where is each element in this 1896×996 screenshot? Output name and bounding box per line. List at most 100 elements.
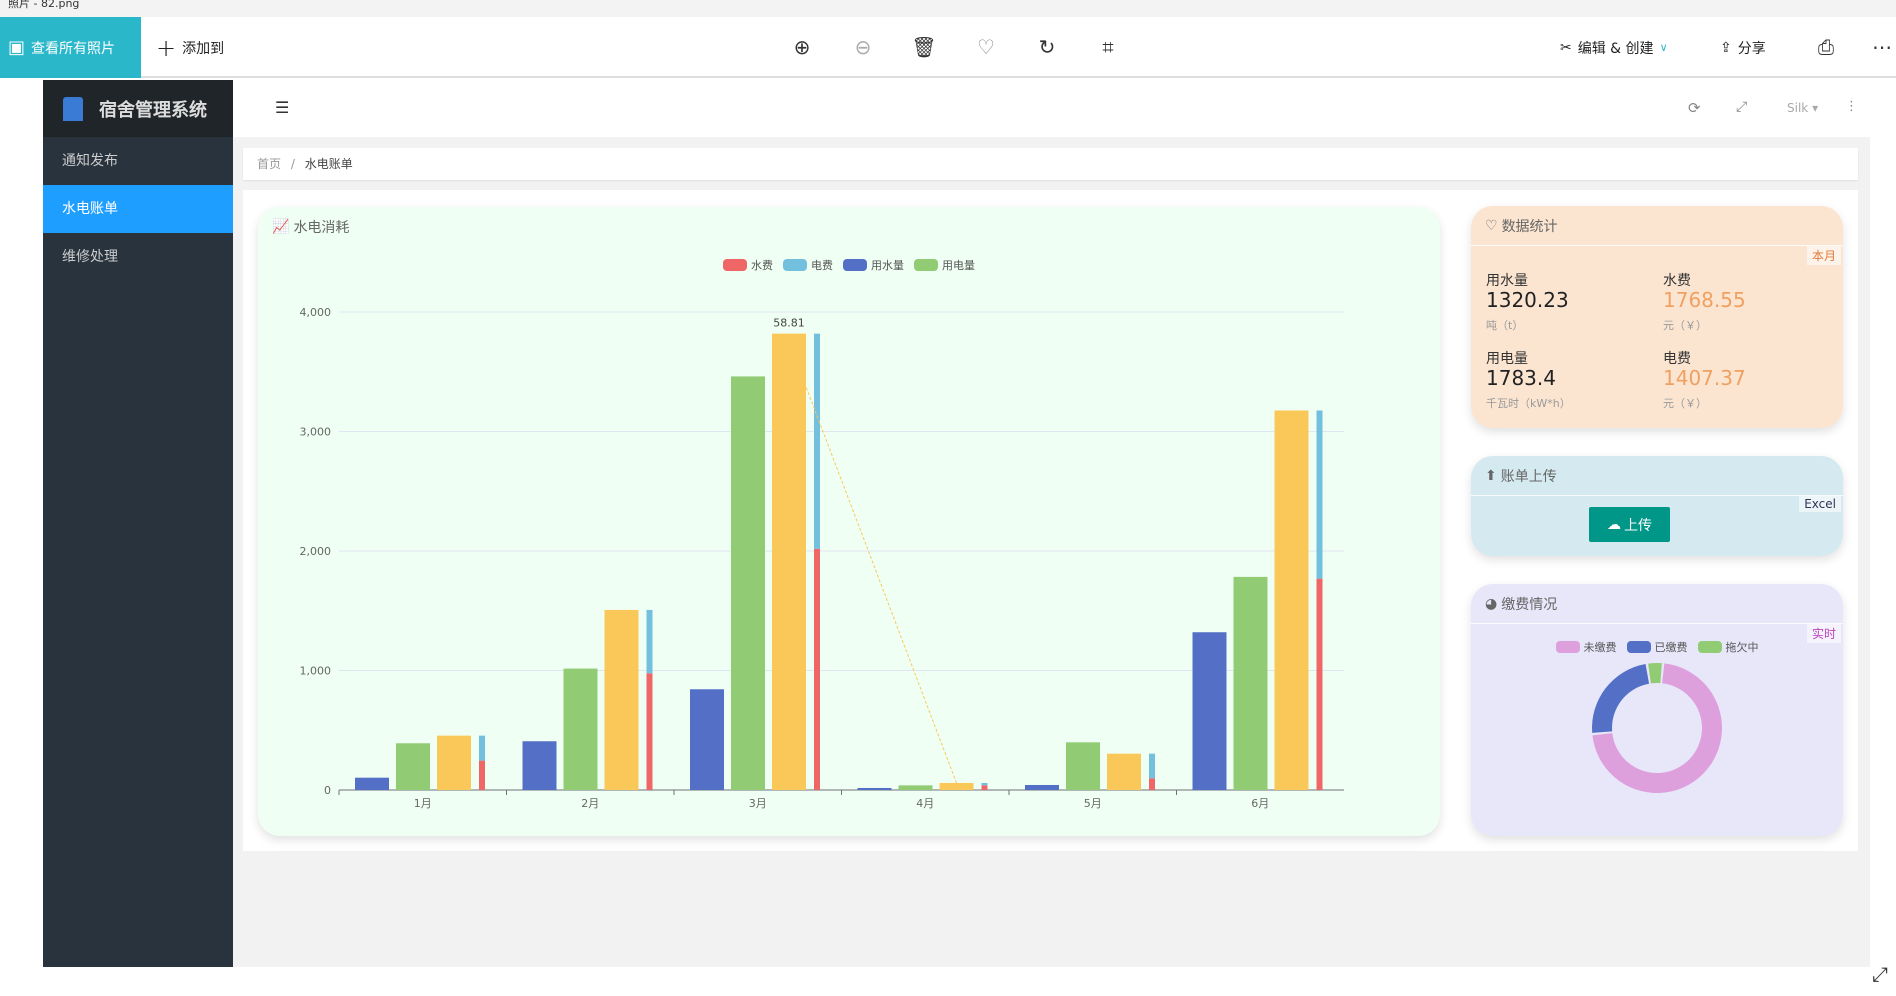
add-to-button[interactable]: + 添加到: [156, 17, 224, 78]
sidebar: 宿舍管理系统 通知发布 水电账单 维修处理: [43, 80, 233, 967]
chart-card-title: 📈 水电消耗: [272, 217, 349, 237]
bar-2: [939, 782, 974, 790]
payment-badge: 实时: [1806, 624, 1841, 643]
legend-item[interactable]: 水费: [723, 257, 773, 273]
legend-label: 用电量: [942, 259, 975, 272]
legend-item[interactable]: 电费: [783, 257, 833, 273]
legend-item[interactable]: 用电量: [914, 257, 975, 273]
app-header: ☰ ⟳ ⤢ Silk ▾ ⋮: [233, 80, 1870, 137]
pie-legend: 未缴费 已缴费 拖欠中: [1471, 639, 1843, 655]
divider: [1471, 495, 1843, 496]
caret-down-icon: ▾: [1812, 101, 1819, 115]
power-fee-unit: 元（￥）: [1663, 397, 1707, 410]
rotate-icon[interactable]: ↻: [1038, 35, 1056, 59]
stats-title-text: 数据统计: [1501, 219, 1558, 235]
bar-water-fee: [981, 785, 988, 790]
menu-toggle-icon[interactable]: ☰: [275, 98, 290, 117]
upload-card: ⬆ 账单上传 Excel ☁ 上传: [1471, 456, 1843, 556]
zoom-in-icon[interactable]: ⊕: [793, 35, 811, 59]
sidebar-item-repair[interactable]: 维修处理: [62, 249, 118, 265]
bar-2: [1274, 410, 1309, 790]
theme-select[interactable]: Silk ▾: [1787, 101, 1818, 115]
bar-2: [1107, 753, 1141, 790]
more-vertical-icon[interactable]: ⋮: [1845, 99, 1858, 114]
chart-legend: 水费 电费 用水量 用电量: [258, 257, 1440, 273]
bar-1: [563, 668, 598, 790]
legend-label: 拖欠中: [1725, 641, 1759, 654]
edit-create-button[interactable]: ✂ 编辑 & 创建 ∨: [1560, 17, 1668, 78]
water-usage-unit: 吨（t）: [1486, 319, 1524, 332]
upload-icon: ⬆: [1485, 468, 1497, 484]
y-tick-label: 2,000: [300, 545, 332, 558]
water-fee-unit: 元（￥）: [1663, 319, 1707, 332]
share-label: 分享: [1737, 40, 1766, 57]
bar-power-fee: [646, 609, 653, 674]
power-fee-label: 电费: [1663, 351, 1691, 367]
upload-button[interactable]: ☁ 上传: [1589, 507, 1670, 542]
stats-title: ♡ 数据统计: [1485, 216, 1558, 236]
payment-title-text: 缴费情况: [1501, 597, 1558, 613]
chart-card: 📈 水电消耗 水费 电费 用水量 用电量 0 1,000 2,000 3,000 4,000 1月…: [258, 207, 1440, 836]
upload-title-text: 账单上传: [1500, 469, 1557, 485]
x-tick-label: 6月: [1251, 797, 1269, 810]
legend-item[interactable]: 拖欠中: [1697, 639, 1759, 655]
water-fee-label: 水费: [1663, 273, 1691, 289]
more-icon[interactable]: ⋯: [1872, 35, 1892, 59]
pie-chart-icon: ◕: [1485, 596, 1498, 612]
bar-power-fee: [981, 782, 988, 786]
share-button[interactable]: ⇪ 分享: [1720, 17, 1766, 78]
chart-card-title-text: 水电消耗: [293, 220, 350, 236]
stats-card: ♡ 数据统计 本月 用水量 1320.23 吨（t） 水费 1768.55 元（￥…: [1471, 206, 1843, 428]
bar-water-fee: [479, 760, 485, 790]
view-all-photos-button[interactable]: ▣ 查看所有照片: [0, 17, 141, 78]
window-title: 照片 - 82.png: [0, 0, 1896, 17]
theme-label: Silk: [1787, 101, 1809, 115]
chevron-down-icon: ∨: [1659, 41, 1668, 54]
heart-icon[interactable]: ♡: [977, 35, 995, 59]
divider: [1471, 245, 1843, 246]
refresh-icon[interactable]: ⟳: [1688, 99, 1701, 117]
bar-0: [1025, 784, 1059, 790]
water-usage-label: 用水量: [1486, 273, 1528, 289]
bar-0: [522, 741, 557, 790]
legend-item[interactable]: 未缴费: [1555, 639, 1617, 655]
sidebar-item-notice[interactable]: 通知发布: [62, 153, 118, 169]
bar-2: [437, 735, 471, 790]
bar-1: [1233, 576, 1268, 790]
share-icon: ⇪: [1720, 39, 1732, 56]
heart-outline-icon: ♡: [1485, 218, 1498, 234]
bar-2: [604, 609, 639, 790]
bar-1: [898, 785, 933, 790]
fullscreen-icon[interactable]: ⤢: [1736, 99, 1748, 115]
power-usage-value: 1783.4: [1486, 366, 1556, 390]
label-leader-line: [800, 373, 957, 784]
legend-label: 水费: [751, 259, 773, 272]
bar-chart: 0 1,000 2,000 3,000 4,000 1月 2月 3月 4月 5月 6月 58.81: [300, 306, 1344, 810]
bar-1: [1066, 742, 1100, 790]
donut-slice: [1648, 663, 1662, 684]
crop-icon[interactable]: ⌗: [1102, 35, 1114, 59]
bar-0: [857, 787, 892, 790]
sidebar-item-bills[interactable]: 水电账单: [43, 185, 233, 233]
resize-icon[interactable]: ⤢: [1872, 962, 1888, 986]
bar-0: [355, 777, 389, 790]
legend-swatch: [1555, 641, 1580, 653]
delete-icon[interactable]: 🗑: [911, 35, 937, 59]
x-tick-label: 5月: [1084, 797, 1102, 810]
plus-icon: +: [156, 33, 177, 62]
y-tick-label: 4,000: [300, 306, 332, 319]
donut-slice: [1592, 664, 1650, 733]
legend-swatch: [843, 259, 867, 271]
x-tick-label: 3月: [749, 797, 767, 810]
payment-title: ◕ 缴费情况: [1485, 594, 1557, 614]
breadcrumb-home[interactable]: 首页: [257, 157, 282, 171]
legend-swatch: [1697, 641, 1722, 653]
y-tick-label: 1,000: [300, 665, 332, 678]
water-fee-value: 1768.55: [1663, 288, 1746, 312]
legend-item[interactable]: 已缴费: [1626, 639, 1688, 655]
line-chart-icon: 📈: [272, 219, 290, 235]
print-icon[interactable]: ⎙: [1818, 35, 1834, 59]
stats-badge: 本月: [1806, 246, 1841, 265]
zoom-out-icon[interactable]: ⊖: [854, 35, 872, 59]
legend-item[interactable]: 用水量: [843, 257, 904, 273]
